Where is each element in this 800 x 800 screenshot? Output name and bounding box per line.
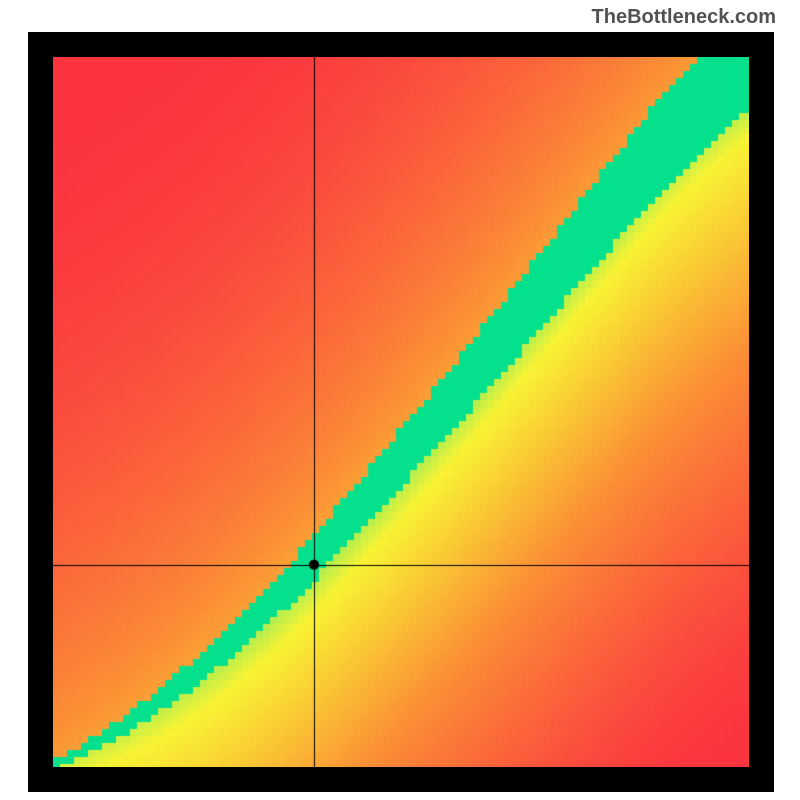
attribution-text: TheBottleneck.com	[592, 6, 776, 29]
crosshair-overlay	[53, 57, 749, 767]
